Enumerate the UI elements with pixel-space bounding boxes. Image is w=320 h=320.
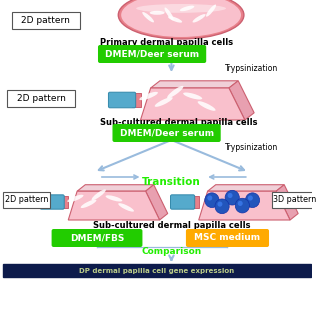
Text: Trypsinization: Trypsinization: [225, 142, 278, 151]
Text: 2D pattern: 2D pattern: [21, 15, 70, 25]
FancyBboxPatch shape: [112, 124, 221, 142]
Polygon shape: [77, 185, 154, 191]
Ellipse shape: [206, 4, 216, 17]
FancyBboxPatch shape: [98, 45, 206, 63]
Ellipse shape: [67, 195, 84, 202]
Text: Trypsinization: Trypsinization: [225, 63, 278, 73]
Ellipse shape: [193, 14, 206, 22]
Text: Sub-cultured dermal papilla cells: Sub-cultured dermal papilla cells: [100, 117, 258, 126]
FancyBboxPatch shape: [186, 229, 269, 247]
Text: Comparison: Comparison: [141, 247, 202, 257]
FancyBboxPatch shape: [108, 92, 136, 108]
Ellipse shape: [121, 0, 241, 37]
Circle shape: [218, 202, 222, 207]
FancyBboxPatch shape: [52, 229, 142, 247]
Text: Transition: Transition: [142, 177, 201, 187]
Text: DMEM/Deer serum: DMEM/Deer serum: [120, 129, 214, 138]
Text: DMEM/FBS: DMEM/FBS: [70, 234, 124, 243]
Text: Primary dermal papilla cells: Primary dermal papilla cells: [100, 37, 233, 46]
Ellipse shape: [150, 11, 164, 15]
Polygon shape: [276, 185, 298, 220]
Polygon shape: [151, 81, 238, 88]
Circle shape: [225, 190, 239, 205]
Ellipse shape: [118, 0, 244, 39]
Ellipse shape: [92, 189, 106, 200]
Polygon shape: [146, 185, 168, 220]
Circle shape: [215, 199, 229, 214]
FancyBboxPatch shape: [272, 192, 318, 208]
Ellipse shape: [168, 16, 182, 23]
Text: MSC medium: MSC medium: [195, 234, 260, 243]
Ellipse shape: [164, 7, 174, 20]
Polygon shape: [229, 81, 254, 120]
Polygon shape: [191, 196, 199, 208]
Ellipse shape: [180, 6, 194, 11]
Bar: [3, 264, 311, 277]
Text: 3D pattern: 3D pattern: [274, 196, 317, 204]
Polygon shape: [61, 196, 68, 208]
Text: DMEM/Deer serum: DMEM/Deer serum: [105, 50, 199, 59]
Text: Sub-cultured dermal papilla cells: Sub-cultured dermal papilla cells: [93, 220, 250, 229]
Ellipse shape: [139, 92, 158, 100]
Text: 2D pattern: 2D pattern: [17, 93, 65, 102]
FancyBboxPatch shape: [12, 12, 80, 28]
Ellipse shape: [155, 97, 173, 107]
FancyBboxPatch shape: [7, 90, 75, 107]
FancyBboxPatch shape: [40, 195, 64, 209]
Circle shape: [207, 196, 212, 201]
Polygon shape: [208, 185, 284, 191]
Ellipse shape: [198, 101, 216, 111]
Ellipse shape: [183, 92, 202, 100]
Ellipse shape: [118, 203, 134, 212]
Circle shape: [238, 201, 243, 206]
Polygon shape: [199, 191, 290, 220]
Polygon shape: [132, 93, 140, 107]
FancyBboxPatch shape: [3, 192, 50, 208]
Text: DP dermal papilla cell gene expression: DP dermal papilla cell gene expression: [79, 268, 235, 274]
Circle shape: [205, 193, 219, 208]
Ellipse shape: [106, 195, 122, 202]
FancyBboxPatch shape: [171, 195, 195, 209]
Ellipse shape: [136, 4, 226, 13]
Text: 2D pattern: 2D pattern: [5, 196, 48, 204]
Polygon shape: [140, 88, 245, 120]
Polygon shape: [68, 191, 160, 220]
Circle shape: [235, 198, 250, 213]
Ellipse shape: [81, 200, 96, 208]
Circle shape: [228, 193, 233, 198]
Circle shape: [248, 196, 253, 201]
Circle shape: [245, 193, 260, 208]
Ellipse shape: [142, 12, 154, 22]
Ellipse shape: [167, 86, 183, 98]
